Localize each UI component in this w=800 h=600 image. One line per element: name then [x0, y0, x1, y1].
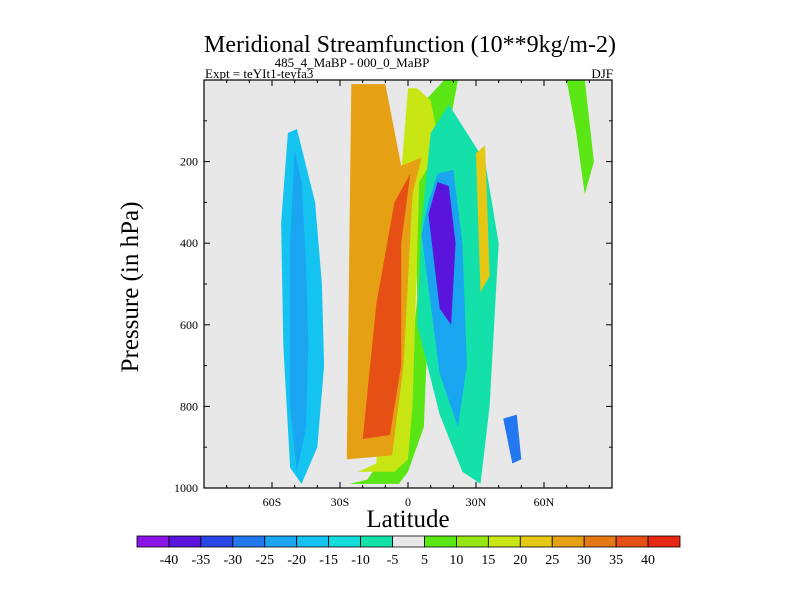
- region-nh-yellow-streak: [476, 145, 490, 293]
- colorbar-swatch: [615, 535, 649, 548]
- y-tick-label: 400: [180, 236, 198, 250]
- x-axis-label: Latitude: [366, 506, 449, 533]
- y-tick-label: 800: [180, 399, 198, 413]
- colorbar-label: -25: [255, 553, 274, 568]
- colorbar-swatch: [647, 535, 681, 548]
- colorbar-swatch: [519, 535, 553, 548]
- x-tick-label: 30N: [466, 495, 487, 509]
- chart-title: Meridional Streamfunction (10**9kg/m-2): [204, 32, 616, 58]
- x-tick-label: 60S: [263, 495, 282, 509]
- colorbar-swatch: [200, 535, 234, 548]
- colorbar-label: -10: [351, 553, 370, 568]
- colorbar-label: 15: [481, 553, 495, 568]
- colorbar-label: -35: [192, 553, 211, 568]
- colorbar-swatch: [168, 535, 202, 548]
- contour-regions: [281, 80, 594, 484]
- colorbar-swatch: [392, 535, 425, 548]
- y-tick-label: 1000: [174, 481, 198, 495]
- colorbar-swatch: [136, 535, 170, 548]
- colorbar-label: 35: [609, 553, 623, 568]
- colorbar-label: -5: [387, 553, 399, 568]
- colorbar-label: 10: [449, 553, 463, 568]
- y-tick-label: 600: [180, 318, 198, 332]
- colorbar: -40 -35 -30 -25 -20 -15 -10 -5 5 10 15 20 25 30 35 40: [136, 535, 681, 568]
- y-tick-label: 200: [180, 155, 198, 169]
- colorbar-swatch: [551, 535, 585, 548]
- region-nh-upper-green: [566, 80, 594, 195]
- region-sh-blue-core: [290, 149, 309, 472]
- colorbar-swatch: [487, 535, 521, 548]
- region-southern-cell-core: [362, 173, 411, 440]
- colorbar-swatch: [296, 535, 330, 548]
- colorbar-label: 5: [421, 553, 428, 568]
- colorbar-swatch: [360, 535, 393, 548]
- region-northern-cell-core: [428, 182, 456, 325]
- period-label: 485_4_MaBP - 000_0_MaBP: [275, 55, 430, 70]
- x-tick-label: 0: [405, 495, 411, 509]
- y-axis-ticks: 200 400 600 800 1000: [174, 120, 612, 495]
- colorbar-swatch: [456, 535, 489, 548]
- y-axis-label: Pressure (in hPa): [117, 202, 144, 373]
- x-axis-ticks: 60S 30S 0 30N 60N: [226, 80, 590, 509]
- experiment-label: Expt = teYIt1-teyfa3: [205, 66, 313, 81]
- colorbar-label: 40: [641, 553, 655, 568]
- colorbar-swatch: [264, 535, 298, 548]
- colorbar-swatch: [583, 535, 617, 548]
- x-tick-label: 60N: [534, 495, 555, 509]
- colorbar-swatch: [424, 535, 457, 548]
- colorbar-label: 20: [513, 553, 527, 568]
- season-label: DJF: [591, 66, 613, 81]
- colorbar-label: -40: [160, 553, 179, 568]
- colorbar-label: -30: [223, 553, 242, 568]
- colorbar-swatch: [232, 535, 266, 548]
- colorbar-swatch: [328, 535, 361, 548]
- region-nh-midlat-low: [503, 414, 522, 464]
- colorbar-label: -20: [287, 553, 306, 568]
- colorbar-label: 30: [577, 553, 591, 568]
- x-tick-label: 30S: [331, 495, 350, 509]
- colorbar-label: 25: [545, 553, 559, 568]
- colorbar-label: -15: [319, 553, 338, 568]
